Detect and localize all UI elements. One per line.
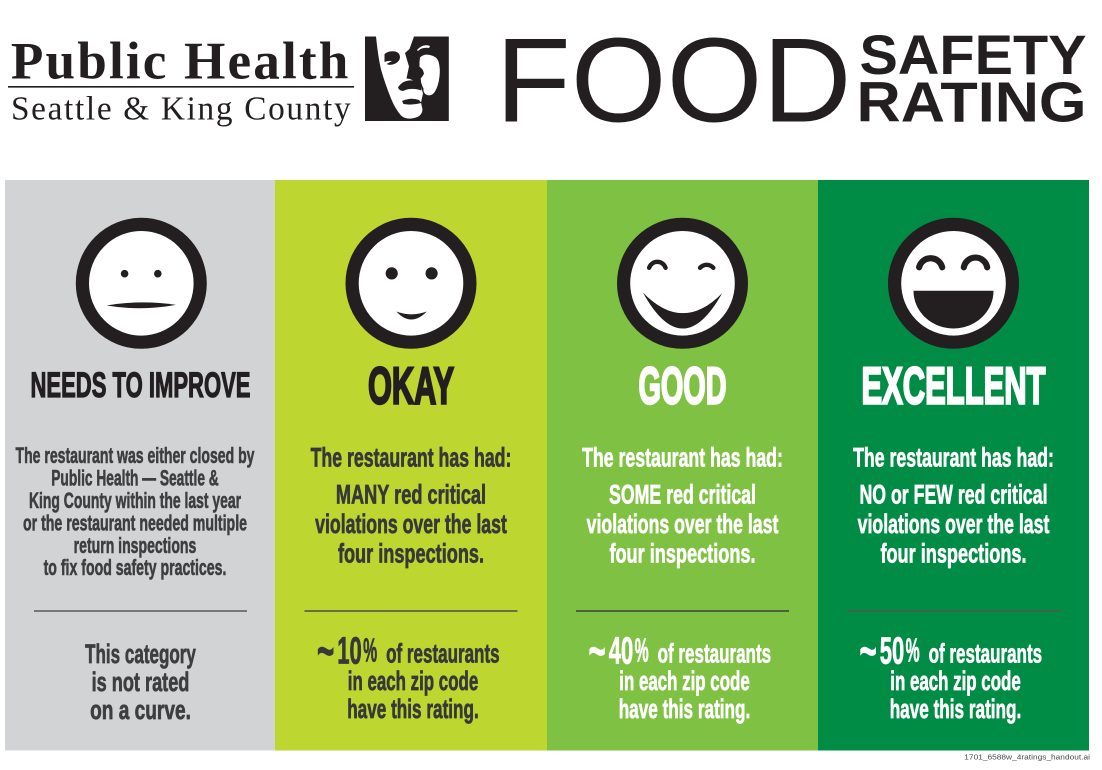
svg-text:%: % — [363, 632, 377, 669]
svg-text:~: ~ — [859, 622, 877, 680]
svg-text:return inspections: return inspections — [74, 533, 197, 558]
svg-text:violations over the last: violations over the last — [315, 509, 507, 539]
svg-text:Public Health: Public Health — [11, 32, 349, 91]
svg-text:40: 40 — [609, 629, 634, 671]
svg-text:of restaurants: of restaurants — [658, 639, 772, 669]
svg-text:50: 50 — [880, 629, 905, 671]
svg-text:on a curve.: on a curve. — [90, 695, 191, 725]
svg-text:King County within the last ye: King County within the last year — [29, 488, 241, 513]
svg-text:Public Health — Seattle &: Public Health — Seattle & — [51, 465, 219, 490]
svg-text:in each zip code: in each zip code — [619, 666, 750, 696]
svg-text:OKAY: OKAY — [368, 358, 454, 416]
svg-text:RATING: RATING — [857, 70, 1087, 133]
svg-text:have this rating.: have this rating. — [890, 694, 1022, 724]
svg-text:four inspections.: four inspections. — [338, 539, 484, 569]
svg-text:%: % — [635, 632, 649, 669]
svg-text:four inspections.: four inspections. — [609, 539, 755, 569]
svg-text:or the restaurant needed multi: or the restaurant needed multiple — [23, 510, 247, 535]
svg-text:~: ~ — [317, 622, 335, 680]
svg-text:Seattle & King County: Seattle & King County — [11, 90, 351, 127]
svg-text:FOOD: FOOD — [496, 13, 852, 147]
svg-text:MANY red critical: MANY red critical — [336, 480, 486, 510]
svg-text:EXCELLENT: EXCELLENT — [862, 358, 1046, 416]
svg-text:in each zip code: in each zip code — [890, 666, 1021, 696]
svg-text:SOME red critical: SOME red critical — [609, 480, 756, 510]
svg-text:10: 10 — [337, 629, 362, 671]
svg-text:NO or FEW red critical: NO or FEW red critical — [860, 480, 1048, 510]
svg-text:GOOD: GOOD — [639, 358, 727, 416]
svg-text:violations over the last: violations over the last — [587, 509, 779, 539]
svg-text:four inspections.: four inspections. — [880, 539, 1026, 569]
svg-text:violations over the last: violations over the last — [858, 509, 1050, 539]
svg-text:The restaurant has had:: The restaurant has had: — [853, 442, 1054, 472]
svg-text:have this rating.: have this rating. — [619, 694, 751, 724]
svg-text:The restaurant was either clos: The restaurant was either closed by — [16, 443, 255, 468]
svg-text:1701_6588w_4ratings_handout.ai: 1701_6588w_4ratings_handout.ai — [964, 755, 1090, 762]
svg-text:SAFETY: SAFETY — [860, 23, 1087, 86]
svg-text:to fix food safety practices.: to fix food safety practices. — [44, 555, 227, 580]
svg-text:of restaurants: of restaurants — [929, 639, 1043, 669]
svg-text:The restaurant has had:: The restaurant has had: — [582, 442, 783, 472]
svg-text:have this rating.: have this rating. — [347, 694, 479, 724]
svg-text:is not rated: is not rated — [92, 667, 190, 697]
svg-text:%: % — [906, 632, 920, 669]
svg-text:NEEDS TO IMPROVE: NEEDS TO IMPROVE — [31, 366, 251, 405]
svg-text:of restaurants: of restaurants — [386, 639, 500, 669]
svg-text:~: ~ — [588, 622, 606, 680]
svg-text:The restaurant has had:: The restaurant has had: — [311, 442, 512, 472]
svg-text:in each zip code: in each zip code — [348, 666, 479, 696]
svg-text:This category: This category — [85, 639, 196, 669]
